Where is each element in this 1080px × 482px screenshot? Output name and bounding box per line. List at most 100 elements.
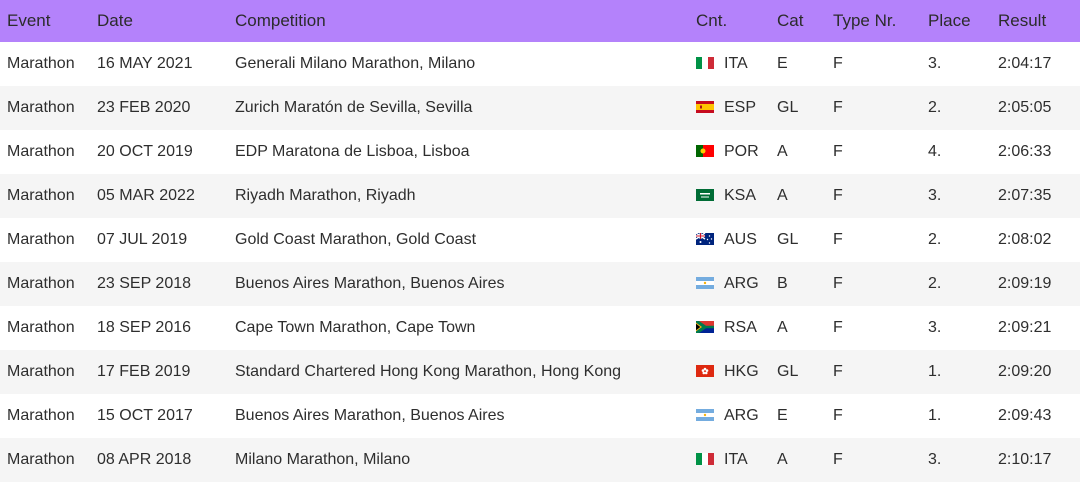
result-cell: 2:08:02	[998, 231, 1052, 248]
place-cell: 4.	[928, 143, 942, 160]
event-cell: Marathon	[7, 319, 75, 336]
argentina-flag-icon	[696, 409, 714, 421]
country-cell: ARG	[696, 262, 777, 306]
result-cell: 2:10:17	[998, 451, 1052, 468]
date-cell: 23 FEB 2020	[97, 99, 191, 116]
category-cell: A	[777, 143, 788, 160]
date-cell: 16 MAY 2021	[97, 55, 193, 72]
type-cell: F	[833, 143, 843, 160]
country-code: RSA	[724, 319, 757, 336]
country-cell: ESP	[696, 86, 777, 130]
competition-cell: Buenos Aires Marathon, Buenos Aires	[235, 407, 505, 424]
date-cell: 07 JUL 2019	[97, 231, 188, 248]
event-cell: Marathon	[7, 407, 75, 424]
column-header-result[interactable]: Result	[998, 11, 1047, 30]
table-row[interactable]: Marathon 05 MAR 2022 Riyadh Marathon, Riya…	[0, 174, 1080, 218]
hong-kong-flag-icon	[696, 365, 714, 377]
place-cell: 2.	[928, 275, 942, 292]
result-cell: 2:07:35	[998, 187, 1052, 204]
table-row[interactable]: Marathon 18 SEP 2016 Cape Town Marathon, C…	[0, 306, 1080, 350]
column-header-date[interactable]: Date	[97, 11, 133, 30]
country-cell: POR	[696, 130, 777, 174]
country-code: ARG	[724, 407, 759, 424]
table-row[interactable]: Marathon 23 SEP 2018 Buenos Aires Marathon…	[0, 262, 1080, 306]
category-cell: A	[777, 187, 788, 204]
country-cell: ITA	[696, 42, 777, 86]
column-header-country[interactable]: Cnt.	[696, 11, 728, 30]
type-cell: F	[833, 363, 843, 380]
country-cell: ITA	[696, 438, 777, 482]
table-header-row: Event Date Competition Cnt. Cat Type Nr.…	[0, 0, 1080, 42]
country-code: ESP	[724, 99, 757, 116]
column-header-type-nr[interactable]: Type Nr.	[833, 11, 897, 30]
result-cell: 2:05:05	[998, 99, 1052, 116]
result-cell: 2:09:21	[998, 319, 1052, 336]
date-cell: 15 OCT 2017	[97, 407, 193, 424]
category-cell: GL	[777, 99, 799, 116]
table-row[interactable]: Marathon 23 FEB 2020 Zurich Maratón de Sev…	[0, 86, 1080, 130]
column-header-category[interactable]: Cat	[777, 11, 804, 30]
competition-cell: Riyadh Marathon, Riyadh	[235, 187, 416, 204]
country-cell: KSA	[696, 174, 777, 218]
competition-cell: EDP Maratona de Lisboa, Lisboa	[235, 143, 470, 160]
place-cell: 3.	[928, 187, 942, 204]
place-cell: 2.	[928, 99, 942, 116]
category-cell: GL	[777, 363, 799, 380]
type-cell: F	[833, 451, 843, 468]
date-cell: 17 FEB 2019	[97, 363, 191, 380]
table-row[interactable]: Marathon 20 OCT 2019 EDP Maratona de Lisbo…	[0, 130, 1080, 174]
category-cell: E	[777, 407, 788, 424]
south-africa-flag-icon	[696, 321, 714, 333]
country-cell: RSA	[696, 306, 777, 350]
country-code: HKG	[724, 363, 759, 380]
place-cell: 3.	[928, 451, 942, 468]
portugal-flag-icon	[696, 145, 714, 157]
date-cell: 23 SEP 2018	[97, 275, 192, 292]
country-code: KSA	[724, 187, 757, 204]
country-code: ITA	[724, 55, 748, 72]
place-cell: 1.	[928, 407, 942, 424]
category-cell: GL	[777, 231, 799, 248]
date-cell: 05 MAR 2022	[97, 187, 195, 204]
date-cell: 08 APR 2018	[97, 451, 192, 468]
type-cell: F	[833, 99, 843, 116]
result-cell: 2:06:33	[998, 143, 1052, 160]
date-cell: 20 OCT 2019	[97, 143, 193, 160]
italy-flag-icon	[696, 57, 714, 69]
event-cell: Marathon	[7, 451, 75, 468]
place-cell: 3.	[928, 55, 942, 72]
type-cell: F	[833, 187, 843, 204]
type-cell: F	[833, 275, 843, 292]
saudi-arabia-flag-icon	[696, 189, 714, 201]
country-cell: ARG	[696, 394, 777, 438]
category-cell: A	[777, 319, 788, 336]
type-cell: F	[833, 55, 843, 72]
table-row[interactable]: Marathon 17 FEB 2019 Standard Chartered Ho…	[0, 350, 1080, 394]
table-row[interactable]: Marathon 07 JUL 2019 Gold Coast Marathon, …	[0, 218, 1080, 262]
type-cell: F	[833, 319, 843, 336]
spain-flag-icon	[696, 101, 714, 113]
italy-flag-icon	[696, 453, 714, 465]
table-row[interactable]: Marathon 08 APR 2018 Milano Marathon, Mila…	[0, 438, 1080, 482]
australia-flag-icon	[696, 233, 714, 245]
place-cell: 2.	[928, 231, 942, 248]
competition-cell: Zurich Maratón de Sevilla, Sevilla	[235, 99, 473, 116]
table-row[interactable]: Marathon 16 MAY 2021 Generali Milano Marat…	[0, 42, 1080, 86]
type-cell: F	[833, 231, 843, 248]
event-cell: Marathon	[7, 55, 75, 72]
argentina-flag-icon	[696, 277, 714, 289]
table-row[interactable]: Marathon 15 OCT 2017 Buenos Aires Marathon…	[0, 394, 1080, 438]
country-code: AUS	[724, 231, 757, 248]
column-header-event[interactable]: Event	[7, 11, 51, 30]
competition-cell: Standard Chartered Hong Kong Marathon, H…	[235, 363, 622, 380]
event-cell: Marathon	[7, 231, 75, 248]
result-cell: 2:09:43	[998, 407, 1052, 424]
event-cell: Marathon	[7, 143, 75, 160]
category-cell: A	[777, 451, 788, 468]
competition-cell: Gold Coast Marathon, Gold Coast	[235, 231, 477, 248]
column-header-competition[interactable]: Competition	[235, 11, 326, 30]
category-cell: B	[777, 275, 788, 292]
competition-cell: Milano Marathon, Milano	[235, 451, 411, 468]
column-header-place[interactable]: Place	[928, 11, 971, 30]
